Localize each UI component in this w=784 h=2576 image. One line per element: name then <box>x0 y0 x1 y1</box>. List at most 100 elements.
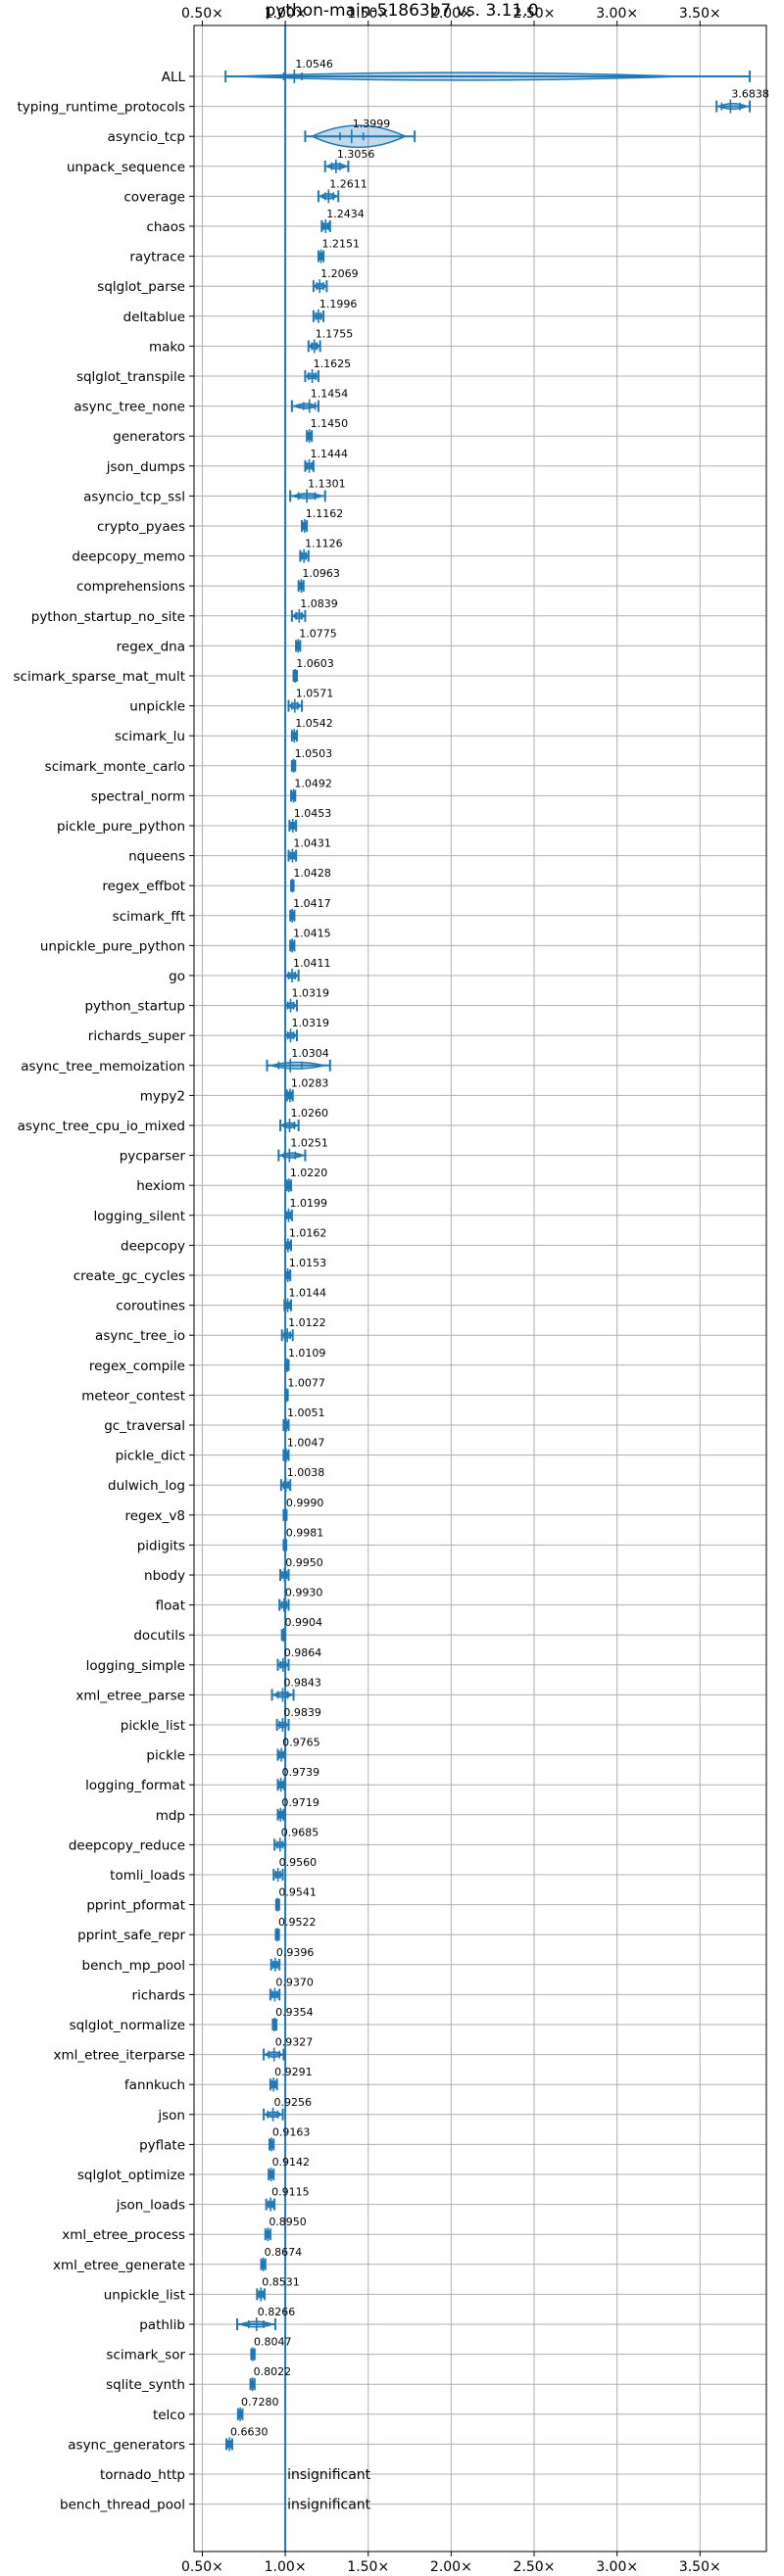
value-label: 0.9142 <box>272 2156 311 2169</box>
violin-async_tree_io <box>280 1328 294 1343</box>
benchmark-label: float <box>156 1598 185 1614</box>
value-label: 0.9839 <box>283 1706 321 1719</box>
violin-deepcopy_memo <box>299 549 310 563</box>
violin-xml_etree_generate <box>260 2257 267 2271</box>
benchmark-label: coverage <box>123 189 185 205</box>
violin-fannkuch <box>269 2077 278 2092</box>
violin-typing_runtime_protocols <box>715 99 752 114</box>
benchmark-label: richards_super <box>88 1028 186 1044</box>
violin-async_tree_memoization <box>266 1058 331 1073</box>
violin-xml_etree_parse <box>270 1688 295 1702</box>
value-label: 1.0077 <box>287 1376 325 1389</box>
violin-scimark_sor <box>250 2347 256 2361</box>
benchmark-label: ALL <box>162 70 186 85</box>
value-label: 0.9370 <box>275 1976 314 1988</box>
violin-regex_dna <box>295 639 302 653</box>
x-tick-label-top: 3.00× <box>596 6 638 22</box>
insignificant-label: insignificant <box>287 2498 371 2513</box>
benchmark-label: pickle <box>146 1748 185 1764</box>
violin-asyncio_tcp_ssl <box>289 489 326 503</box>
violin-sqlite_synth <box>249 2377 256 2392</box>
benchmark-label: raytrace <box>129 250 185 265</box>
value-label: 1.0283 <box>291 1076 329 1089</box>
value-label: 0.6630 <box>230 2425 269 2438</box>
value-label: 1.0492 <box>294 777 332 789</box>
violin-pickle <box>276 1747 287 1762</box>
x-tick-label-top: 1.50× <box>347 6 389 22</box>
benchmark-label: meteor_contest <box>81 1388 185 1404</box>
value-label: 0.9930 <box>285 1587 323 1599</box>
violin-raytrace <box>317 249 325 263</box>
value-label: 0.9291 <box>274 2066 313 2078</box>
violin-chaos <box>320 219 331 233</box>
benchmark-label: pprint_safe_repr <box>77 1928 185 1943</box>
value-label: 1.0453 <box>294 807 332 820</box>
violin-bench_mp_pool <box>270 1957 281 1972</box>
benchmark-label: chaos <box>146 219 185 235</box>
value-label: 1.0051 <box>287 1407 325 1419</box>
benchmark-label: crypto_pyaes <box>97 519 185 535</box>
violin-sqlglot_transpile <box>304 369 319 383</box>
violin-async_tree_cpu_io_mixed <box>279 1119 300 1132</box>
violin-scimark_monte_carlo <box>290 758 297 773</box>
value-label: 1.0431 <box>293 837 331 850</box>
violin-unpack_sequence <box>323 159 350 173</box>
value-label: 1.0220 <box>290 1167 328 1179</box>
value-label: 0.7280 <box>241 2396 278 2409</box>
benchmark-label: go <box>169 969 185 984</box>
benchmark-label: pickle_pure_python <box>57 819 185 835</box>
value-label: 0.9560 <box>279 1856 318 1869</box>
value-label: 0.9843 <box>283 1676 321 1689</box>
benchmark-label: unpickle_pure_python <box>40 938 185 954</box>
value-label: 1.0411 <box>293 957 331 970</box>
violin-pickle_dict <box>282 1448 290 1462</box>
benchmark-label: asyncio_tcp <box>108 129 185 145</box>
violin-unpickle_pure_python <box>289 938 296 953</box>
value-label: 1.0542 <box>295 717 333 730</box>
value-label: 0.8047 <box>254 2336 292 2349</box>
x-tick-label-bottom: 2.00× <box>430 2559 472 2575</box>
value-label: 0.8950 <box>269 2216 307 2228</box>
benchmark-label: pathlib <box>139 2317 185 2333</box>
benchmark-label: scimark_sor <box>106 2348 185 2363</box>
violin-async_generators <box>225 2437 233 2452</box>
benchmark-label: async_tree_memoization <box>21 1059 185 1074</box>
benchmark-label: xml_etree_process <box>62 2227 185 2243</box>
value-label: 1.0109 <box>288 1347 326 1360</box>
value-label: 1.0319 <box>292 987 330 1000</box>
benchmark-label: dulwich_log <box>108 1478 185 1494</box>
violin-spectral_norm <box>290 788 297 803</box>
benchmark-label: unpickle_list <box>104 2287 185 2303</box>
value-label: 1.0415 <box>293 927 331 939</box>
value-label: 1.1444 <box>311 448 349 460</box>
violin-regex_compile <box>284 1358 290 1372</box>
benchmark-label: hexiom <box>136 1178 185 1194</box>
benchmark-label: regex_dna <box>117 639 185 654</box>
value-label: 1.1755 <box>316 327 354 340</box>
violin-mypy2 <box>285 1088 294 1103</box>
benchmark-label: scimark_lu <box>115 729 185 744</box>
value-label: 1.0144 <box>289 1287 327 1300</box>
x-tick-label-top: 2.00× <box>430 6 472 22</box>
violin-sqlglot_optimize <box>268 2168 275 2181</box>
violin-pycparser <box>277 1148 307 1163</box>
violin-telco <box>236 2407 244 2421</box>
benchmark-label: python_startup <box>84 999 185 1015</box>
violin-pidigits <box>282 1538 288 1552</box>
x-tick-label-bottom: 0.50× <box>181 2559 223 2575</box>
violin-float <box>278 1598 290 1612</box>
benchmark-label: deepcopy_reduce <box>69 1837 185 1853</box>
value-label: 1.1162 <box>306 507 344 520</box>
violin-scimark_fft <box>289 908 296 923</box>
violin-pickle_list <box>275 1718 290 1732</box>
benchmark-label: deepcopy <box>121 1238 185 1254</box>
value-label: 0.8531 <box>262 2275 300 2288</box>
benchmark-label: xml_etree_iterparse <box>54 2048 186 2064</box>
benchmark-label: typing_runtime_protocols <box>18 100 186 116</box>
violin-mako <box>307 339 321 354</box>
violin-meteor_contest <box>284 1388 289 1403</box>
benchmark-label: python_startup_no_site <box>31 609 185 625</box>
value-label: 1.1126 <box>305 538 343 550</box>
benchmark-label: sqlglot_normalize <box>70 2018 185 2033</box>
violin-logging_silent <box>284 1208 293 1222</box>
